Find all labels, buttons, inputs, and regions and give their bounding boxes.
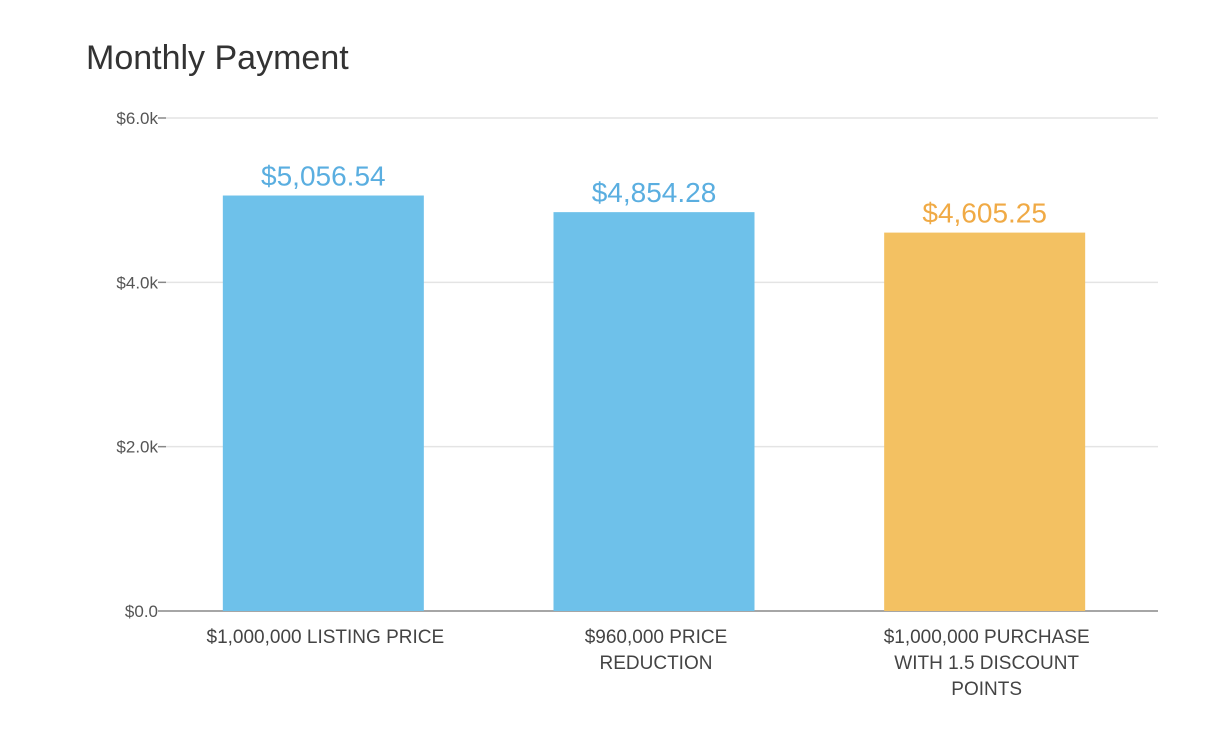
data-label: $4,605.25 <box>922 198 1047 229</box>
data-label: $5,056.54 <box>261 161 386 192</box>
x-tick-label: $960,000 PRICE <box>585 627 728 648</box>
y-tick-label: $4.0k <box>116 273 158 292</box>
bar[interactable] <box>553 212 755 611</box>
y-tick-label: $2.0k <box>116 438 158 457</box>
bar[interactable] <box>884 232 1086 611</box>
x-tick-label: $1,000,000 PURCHASE <box>884 627 1090 648</box>
y-tick-label: $0.0 <box>125 602 158 621</box>
x-tick-label: WITH 1.5 DISCOUNT <box>894 653 1079 674</box>
x-tick-label: $1,000,000 LISTING PRICE <box>207 627 445 648</box>
chart-title: Monthly Payment <box>86 39 349 77</box>
y-tick-label: $6.0k <box>116 109 158 128</box>
bar[interactable] <box>222 195 424 611</box>
x-tick-label: POINTS <box>951 679 1022 700</box>
x-tick-label: REDUCTION <box>600 653 713 674</box>
data-label: $4,854.28 <box>592 177 717 208</box>
